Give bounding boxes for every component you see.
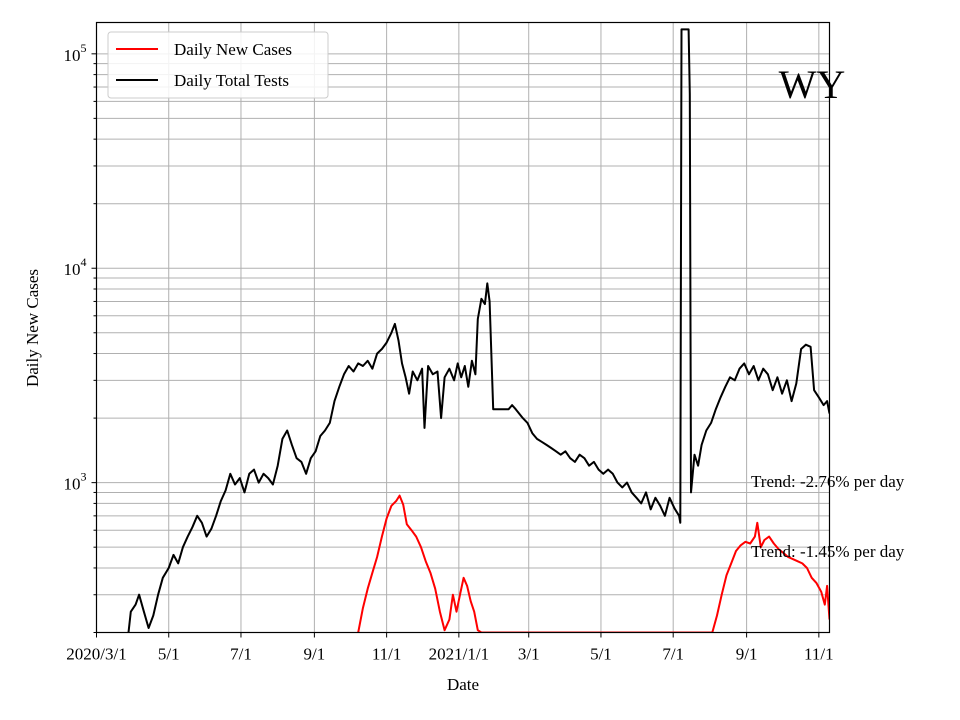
legend-label-cases: Daily New Cases <box>174 40 292 59</box>
trend-annotation-tests: Trend: -2.76% per day <box>751 472 905 491</box>
x-tick-label: 5/1 <box>590 645 612 664</box>
state-label: WY <box>779 62 846 107</box>
y-tick-label: 10 <box>64 260 81 279</box>
y-axis-title: Daily New Cases <box>23 269 42 387</box>
x-axis-title: Date <box>447 675 479 694</box>
series-daily-total-tests <box>127 28 830 633</box>
series-layer <box>127 28 830 633</box>
y-tick-label: 10 <box>64 46 81 65</box>
y-tick-label: 10 <box>64 475 81 494</box>
legend-label-tests: Daily Total Tests <box>174 71 289 90</box>
x-tick-label: 9/1 <box>304 645 326 664</box>
x-tick-label: 9/1 <box>736 645 758 664</box>
x-tick-label: 3/1 <box>518 645 540 664</box>
y-tick-exponent: 4 <box>81 255 87 269</box>
series-daily-new-cases <box>357 494 830 633</box>
trend-annotation-cases: Trend: -1.45% per day <box>751 542 905 561</box>
legend: Daily New Cases Daily Total Tests <box>107 31 329 99</box>
x-tick-label: 7/1 <box>662 645 684 664</box>
x-tick-label: 11/1 <box>372 645 402 664</box>
x-tick-label: 2020/3/1 <box>66 645 126 664</box>
legend-box <box>107 31 329 99</box>
x-tick-label: 2021/1/1 <box>429 645 489 664</box>
x-tick-label: 5/1 <box>158 645 180 664</box>
axis-ticks: 2020/3/1 5/1 7/1 9/1 11/1 2021/1/1 3/1 5/1 7/1 9/… <box>64 41 834 664</box>
x-tick-label: 11/1 <box>804 645 834 664</box>
x-tick-label: 7/1 <box>230 645 252 664</box>
y-tick-exponent: 3 <box>81 470 87 484</box>
grid <box>96 22 830 633</box>
y-tick-exponent: 5 <box>81 41 87 55</box>
plot-frame <box>95 21 831 634</box>
